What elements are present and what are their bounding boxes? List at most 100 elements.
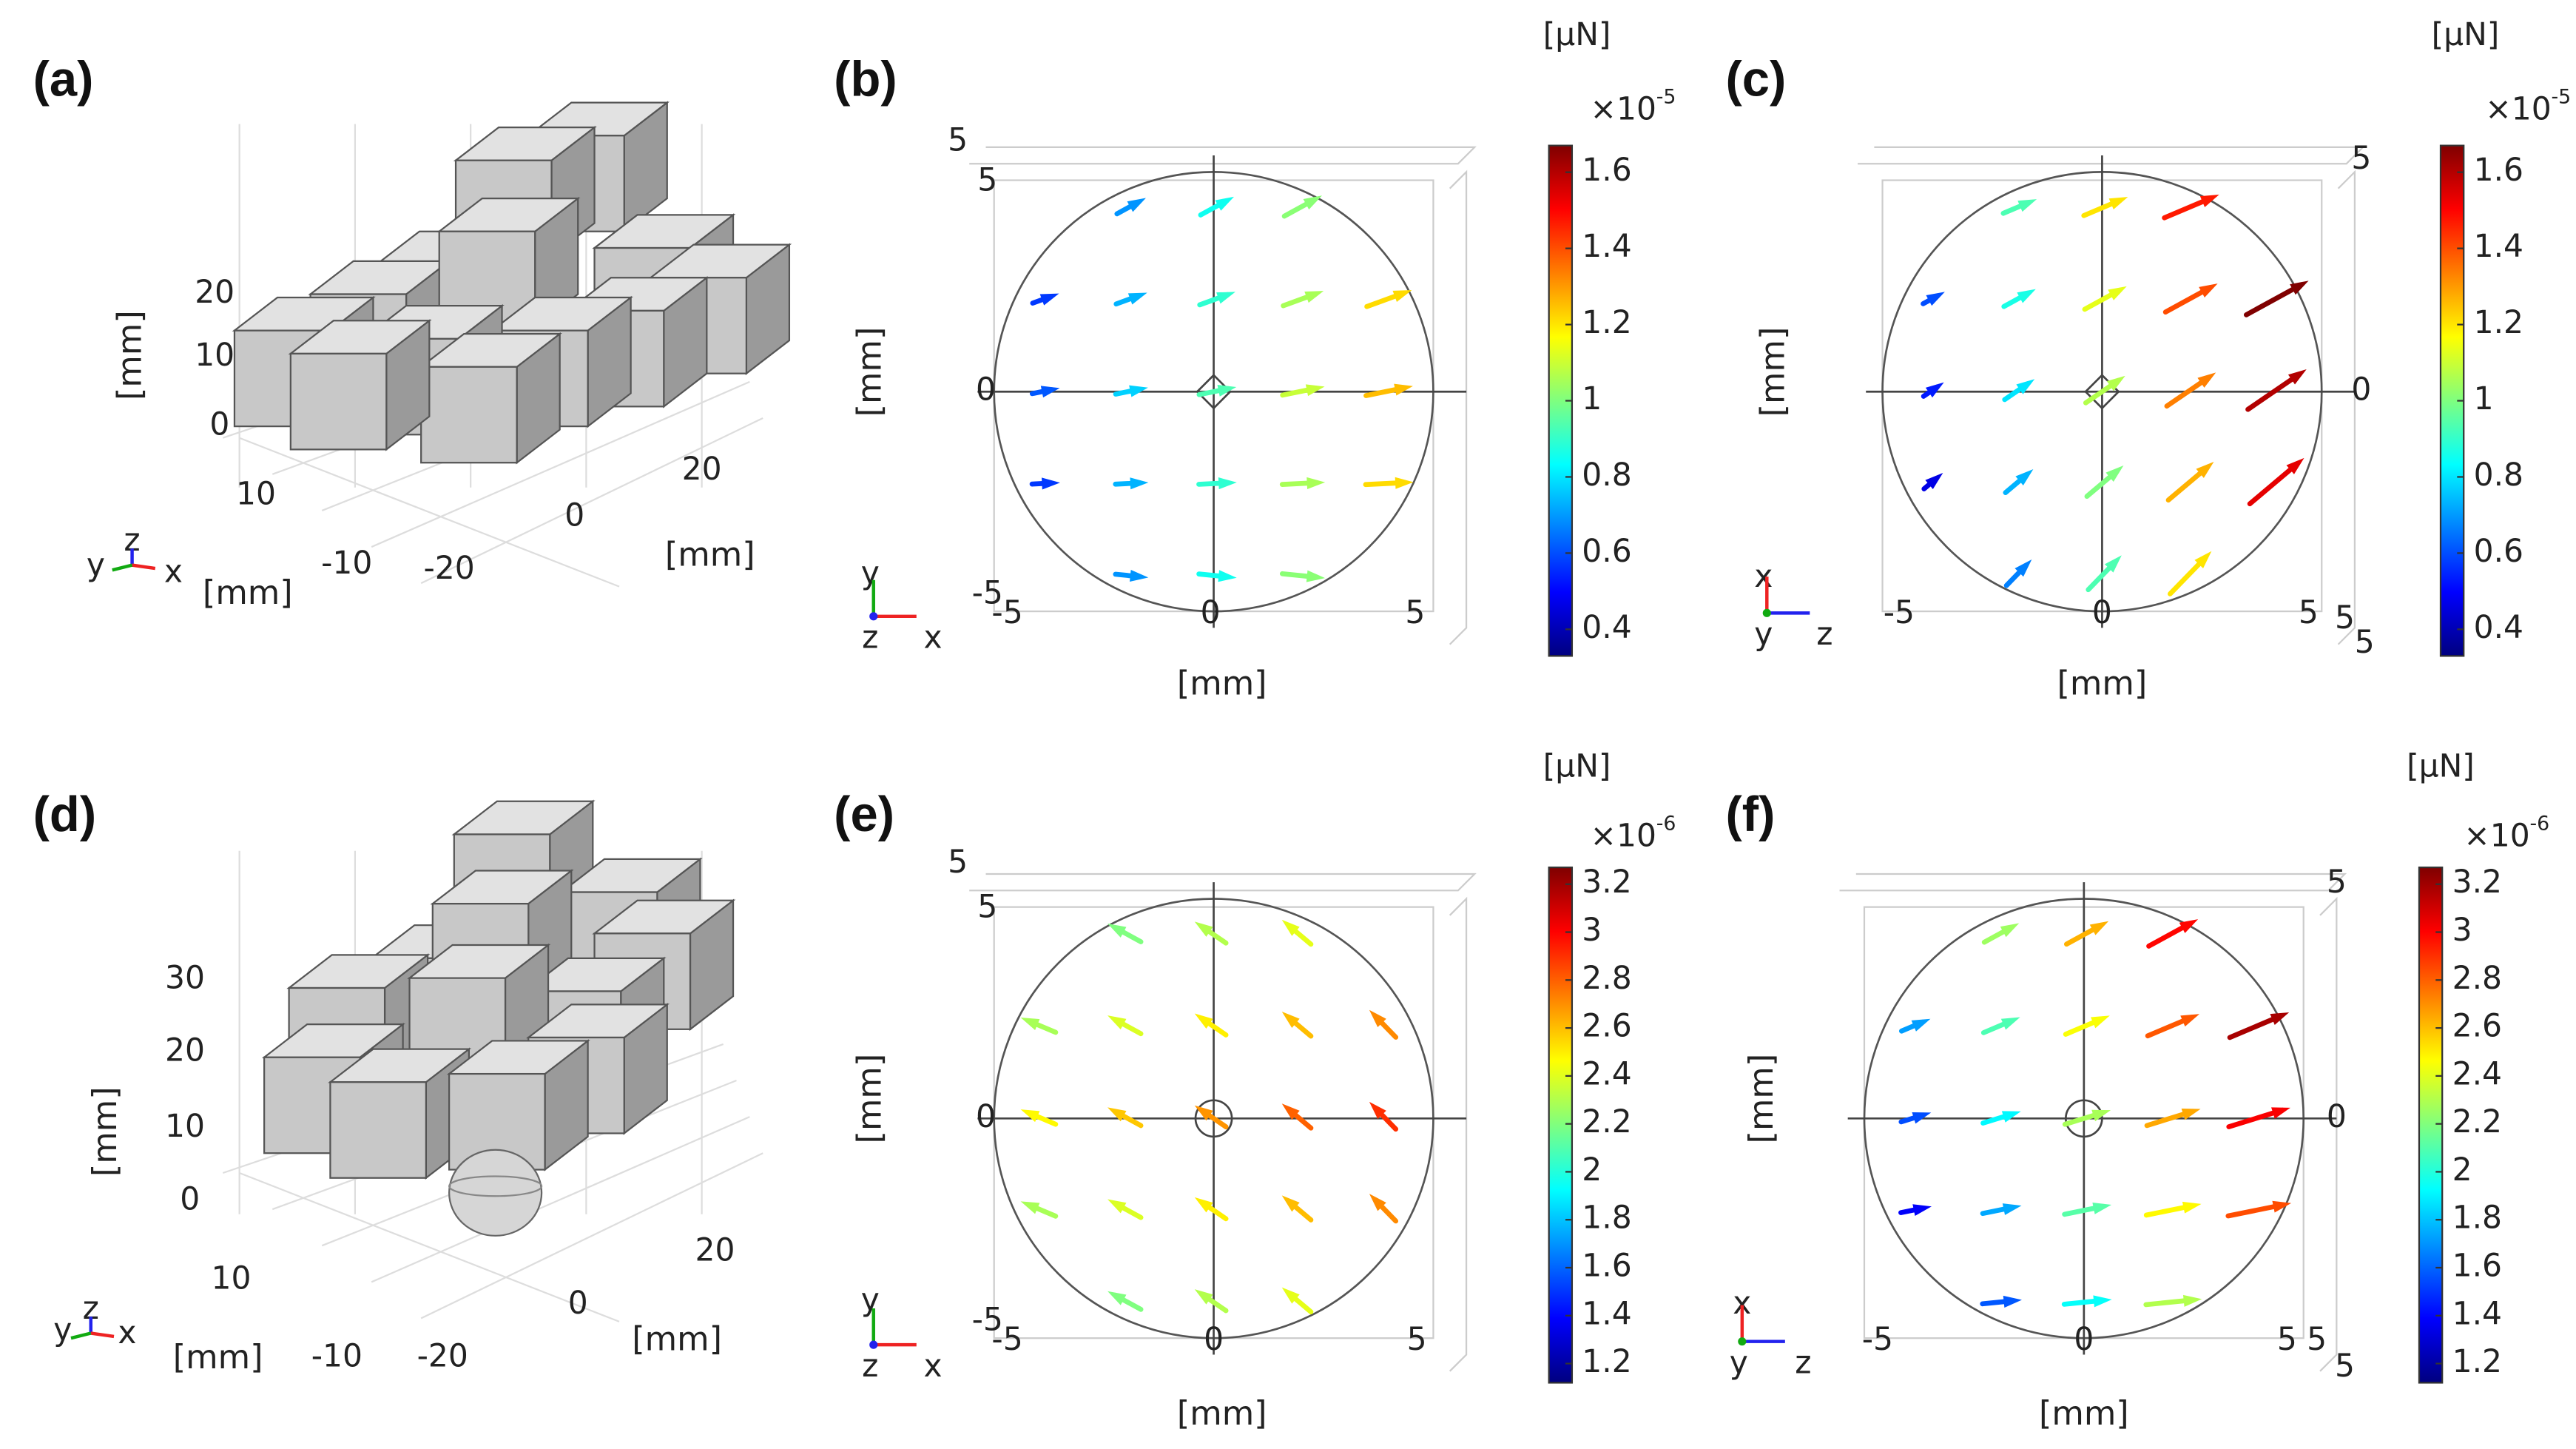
force-arrow (2084, 465, 2124, 500)
arrow-head (2001, 1111, 2021, 1123)
text: 5 (2355, 624, 2375, 660)
text: 0 (2327, 1098, 2347, 1134)
arrow-head (2002, 1203, 2022, 1215)
text: -5 (991, 594, 1022, 631)
text: 0 (568, 1285, 588, 1321)
text: 5 (977, 161, 997, 198)
force-arrow (2143, 1294, 2202, 1308)
force-arrow (2062, 1109, 2111, 1127)
arrow-head (1020, 1201, 1040, 1214)
arrow-shaft (2243, 282, 2304, 317)
colorbar-tick-label: 0.6 (2474, 533, 2523, 569)
force-arrow (2061, 1295, 2112, 1308)
text: (d) (33, 787, 96, 842)
colorbar-tick-label: 2.6 (2452, 1008, 2502, 1044)
text: z (862, 1348, 878, 1384)
force-arrow (2162, 195, 2219, 221)
text: -5 (1862, 1321, 1893, 1357)
text: (f) (1725, 787, 1775, 842)
text: [mm] (111, 310, 149, 400)
triad-origin (869, 1340, 878, 1349)
text: 0 (976, 1098, 996, 1134)
colorbar-tick-label: 2.2 (2452, 1103, 2502, 1140)
force-arrow (1281, 919, 1314, 947)
text: [mm] (1177, 1394, 1267, 1433)
text: [μN] (1543, 16, 1611, 53)
force-arrow (2247, 457, 2304, 507)
frame (1858, 146, 2365, 165)
force-arrow (2000, 199, 2037, 216)
text: 10 (236, 475, 276, 511)
text: (a) (33, 52, 94, 107)
arrow-head (1215, 196, 1234, 211)
colorbar-tick-label: 1.6 (1582, 152, 1631, 188)
arrow-head (1107, 1015, 1127, 1030)
force-arrow (2143, 1201, 2202, 1218)
arrow-head (1217, 385, 1237, 397)
text: -5 (1884, 594, 1915, 631)
text: x (1754, 558, 1773, 594)
arrow-head (1369, 1194, 1386, 1211)
text: y (53, 1311, 72, 1348)
text: y (861, 1282, 880, 1318)
arrow-head (1039, 293, 1059, 306)
force-arrow (2082, 286, 2127, 312)
frame (2319, 896, 2338, 1372)
force-arrow (1981, 923, 2020, 945)
cube (418, 332, 562, 465)
text: 0 (209, 406, 229, 443)
text: (c) (1725, 52, 1786, 107)
colorbar-tick-label: 0.4 (1582, 609, 1631, 645)
text: 20 (195, 274, 235, 310)
colorbar-tick-label: 1.6 (2474, 152, 2523, 188)
arrow-head (1304, 291, 1324, 303)
arrow-head (2196, 461, 2214, 478)
text: y (87, 546, 105, 582)
arrow-head (1107, 1107, 1127, 1122)
text: z (1795, 1344, 1811, 1380)
force-arrow (1980, 1203, 2022, 1217)
text: 5 (1405, 594, 1425, 631)
force-arrow (1196, 477, 1237, 490)
arrow-head (1281, 919, 1300, 936)
sphere (448, 1149, 543, 1237)
cube-front (420, 366, 518, 464)
arrow-head (2014, 559, 2032, 577)
text: x (164, 553, 183, 589)
text: 0 (2092, 594, 2112, 631)
force-arrow (2081, 197, 2128, 218)
arrow-head (2091, 1109, 2111, 1122)
text: (e) (834, 787, 894, 842)
arrow-shaft (2247, 460, 2301, 507)
force-arrow (1194, 1197, 1229, 1222)
arrow-head (1040, 386, 1060, 398)
force-arrow (1279, 570, 1326, 582)
force-arrow (1198, 196, 1234, 218)
force-arrow (1029, 386, 1060, 398)
arrow-head (1194, 1289, 1213, 1305)
force-arrow (1921, 473, 1943, 491)
arrow-head (1394, 383, 1413, 396)
text: [μN] (1543, 748, 1611, 784)
force-arrow (1196, 385, 1237, 397)
text: 0 (2074, 1321, 2094, 1357)
arrow-head (2015, 469, 2034, 485)
arrow-head (1395, 477, 1414, 489)
arrow-head (2105, 465, 2124, 482)
arrow-head (1020, 1109, 1040, 1123)
arrow-head (1216, 292, 1235, 304)
force-arrow (1194, 921, 1229, 946)
force-arrow (1197, 292, 1235, 308)
text: [mm] (1177, 665, 1267, 703)
colorbar-tick-label: 1.4 (1582, 1295, 1631, 1331)
arrow-head (1303, 195, 1322, 210)
colorbar-tick-label: 0.8 (2474, 457, 2523, 493)
frame (1839, 873, 2347, 892)
force-arrow (1107, 1015, 1144, 1037)
exponent: -5 (2552, 85, 2572, 108)
text: 5 (2335, 599, 2355, 636)
frame (969, 146, 1477, 165)
cube (446, 1039, 590, 1171)
force-arrow (1921, 292, 1945, 306)
arrow-head (2182, 1294, 2202, 1307)
